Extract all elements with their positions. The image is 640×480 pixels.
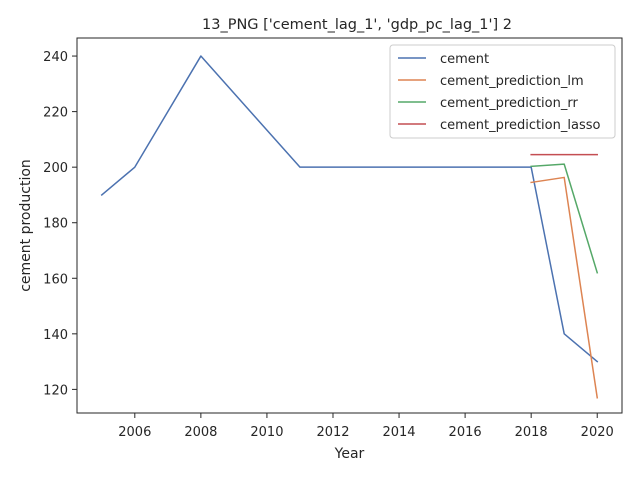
x-tick-label: 2018 (515, 425, 548, 440)
y-tick-label: 240 (43, 50, 68, 65)
x-tick-label: 2010 (250, 425, 283, 440)
y-axis-label: cement production (18, 159, 34, 292)
y-axis-ticks: 120 140 160 180 200 220 240 (43, 50, 77, 398)
y-tick-label: 140 (43, 328, 68, 343)
series-line-cement-prediction-lm (530, 176, 599, 399)
plot-lines (100, 55, 599, 399)
x-axis-label: Year (334, 446, 365, 462)
series-line-cement-prediction-rr (530, 163, 599, 274)
y-tick-label: 160 (43, 272, 68, 287)
x-tick-label: 2016 (449, 425, 482, 440)
legend-entry: cement_prediction_lasso (440, 118, 600, 133)
x-tick-label: 2020 (581, 425, 614, 440)
plot-frame (76, 37, 623, 414)
legend-entry: cement_prediction_lm (440, 74, 584, 89)
chart-title: 13_PNG ['cement_lag_1', 'gdp_pc_lag_1'] … (202, 17, 512, 33)
y-tick-label: 120 (43, 383, 68, 398)
x-axis-ticks: 2006 2008 2010 2012 2014 2016 2018 2020 (118, 413, 614, 440)
y-tick-label: 180 (43, 217, 68, 232)
y-tick-label: 200 (43, 161, 68, 176)
x-tick-label: 2008 (184, 425, 217, 440)
legend-entry: cement_prediction_rr (440, 96, 578, 111)
legend: cement cement_prediction_lm cement_predict… (389, 44, 616, 139)
x-tick-label: 2006 (118, 425, 151, 440)
series-line-cement (100, 55, 599, 363)
legend-entry: cement (440, 52, 489, 67)
x-tick-label: 2012 (316, 425, 349, 440)
legend-frame (389, 44, 616, 139)
x-tick-label: 2014 (382, 425, 415, 440)
y-tick-label: 220 (43, 106, 68, 121)
